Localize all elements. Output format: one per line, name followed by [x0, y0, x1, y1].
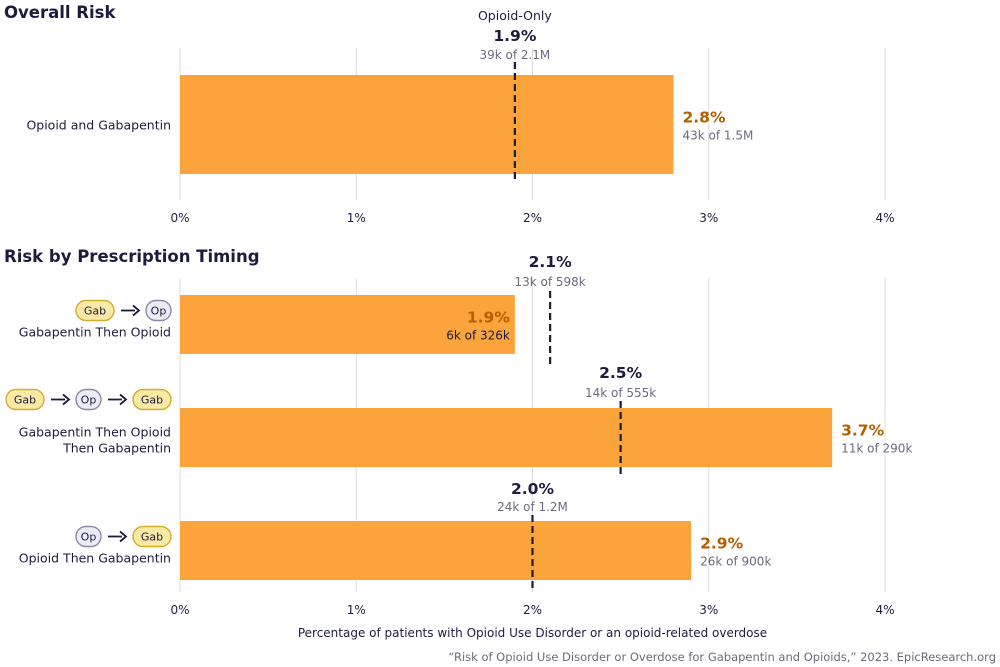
opioid-pill [75, 388, 102, 411]
opioid-pill-label: Op [81, 394, 97, 407]
gabapentin-pill [5, 388, 45, 411]
x-tick-label: 1% [347, 603, 366, 617]
reference-count-label: 39k of 2.1M [479, 48, 550, 62]
arrow-head-icon [132, 304, 141, 317]
x-tick-label: 0% [170, 211, 189, 225]
reference-value-label: 1.9% [493, 27, 536, 45]
bar-count-label: 6k of 326k [446, 329, 510, 343]
bar-count-label: 43k of 1.5M [683, 129, 754, 143]
arrow-head-icon [119, 393, 128, 406]
bar [180, 408, 833, 467]
bar [180, 75, 674, 174]
reference-value-label: 2.1% [529, 253, 572, 271]
gabapentin-pill-label: Gab [14, 394, 36, 407]
bar [180, 295, 515, 354]
x-tick-label: 3% [699, 211, 718, 225]
gabapentin-pill [75, 299, 115, 322]
opioid-pill-label: Op [81, 531, 97, 544]
overall-risk-title: Overall Risk [4, 3, 116, 22]
gabapentin-pill-label: Gab [84, 305, 106, 318]
bar-value-label: 2.9% [700, 535, 743, 553]
x-tick-label: 0% [170, 603, 189, 617]
x-tick-label: 4% [875, 211, 894, 225]
reference-name-label: Opioid-Only [478, 8, 552, 23]
category-label: Gabapentin Then Opioid [19, 425, 171, 440]
category-label: Opioid Then Gabapentin [19, 551, 171, 566]
reference-count-label: 14k of 555k [585, 386, 656, 400]
bar-value-label: 2.8% [683, 109, 726, 127]
reference-value-label: 2.5% [599, 364, 642, 382]
category-label: Gabapentin Then Opioid [19, 325, 171, 340]
x-tick-label: 2% [523, 211, 542, 225]
gabapentin-pill [132, 525, 172, 548]
opioid-pill [75, 525, 102, 548]
bar-value-label: 1.9% [467, 309, 510, 327]
x-tick-label: 2% [523, 603, 542, 617]
reference-value-label: 2.0% [511, 480, 554, 498]
gabapentin-pill [132, 388, 172, 411]
bar-value-label: 3.7% [841, 422, 884, 440]
bar-count-label: 26k of 900k [700, 555, 771, 569]
reference-count-label: 13k of 598k [514, 275, 585, 289]
reference-count-label: 24k of 1.2M [497, 500, 568, 514]
x-tick-label: 3% [699, 603, 718, 617]
x-tick-label: 4% [875, 603, 894, 617]
category-label: Then Gabapentin [62, 441, 171, 456]
opioid-pill-label: Op [151, 305, 167, 318]
arrow-head-icon [62, 393, 71, 406]
category-label: Opioid and Gabapentin [26, 118, 171, 133]
arrow-head-icon [119, 530, 128, 543]
x-tick-label: 1% [347, 211, 366, 225]
x-axis-label: Percentage of patients with Opioid Use D… [297, 626, 768, 640]
gabapentin-pill-label: Gab [141, 531, 163, 544]
timing-risk-title: Risk by Prescription Timing [4, 247, 260, 266]
source-citation: “Risk of Opioid Use Disorder or Overdose… [448, 650, 996, 664]
bar [180, 521, 692, 580]
gabapentin-pill-label: Gab [141, 394, 163, 407]
opioid-pill [145, 299, 172, 322]
bar-count-label: 11k of 290k [841, 442, 912, 456]
